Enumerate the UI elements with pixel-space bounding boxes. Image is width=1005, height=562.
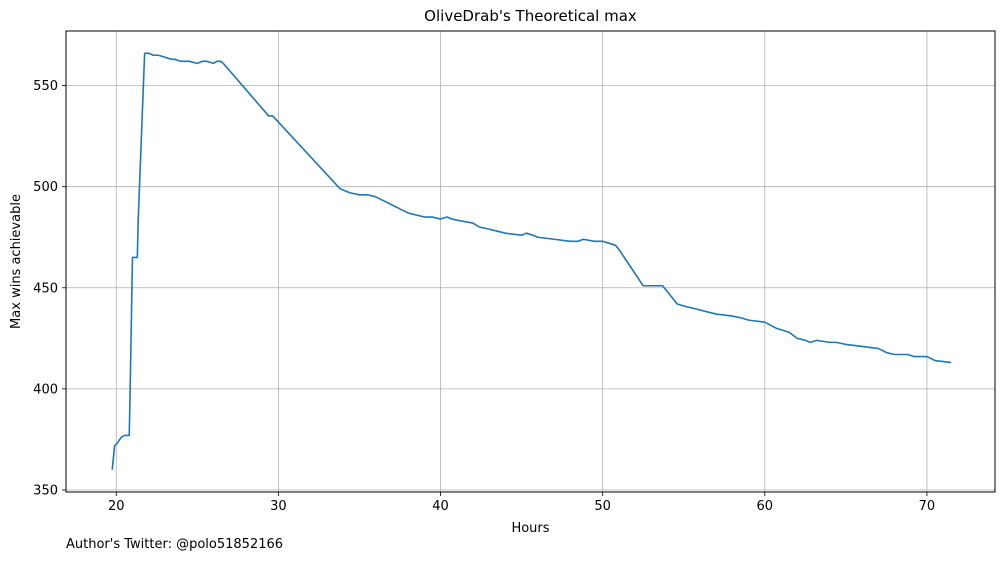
grid [66,31,995,492]
y-tick-label: 550 [33,79,58,94]
y-tick-label: 450 [33,281,58,296]
chart-title: OliveDrab's Theoretical max [424,7,637,25]
x-tick-label: 60 [757,499,774,514]
plot-area [111,52,952,470]
x-tick-label: 50 [594,499,611,514]
plot-frame [65,30,996,493]
author-twitter-note: Author's Twitter: @polo51852166 [66,537,284,552]
x-tick-label: 30 [270,499,287,514]
y-tick-label: 500 [33,180,58,195]
y-axis-title: Max wins achievable [9,194,24,329]
series-line [111,52,952,470]
y-tick-label: 350 [33,483,58,498]
x-tick-label: 40 [432,499,449,514]
x-tick-label: 70 [919,499,936,514]
axes-ticks: 20 30 40 50 60 70 350 400 450 500 550 [33,79,935,514]
x-axis-title: Hours [511,521,549,536]
y-tick-label: 400 [33,382,58,397]
x-tick-label: 20 [108,499,125,514]
